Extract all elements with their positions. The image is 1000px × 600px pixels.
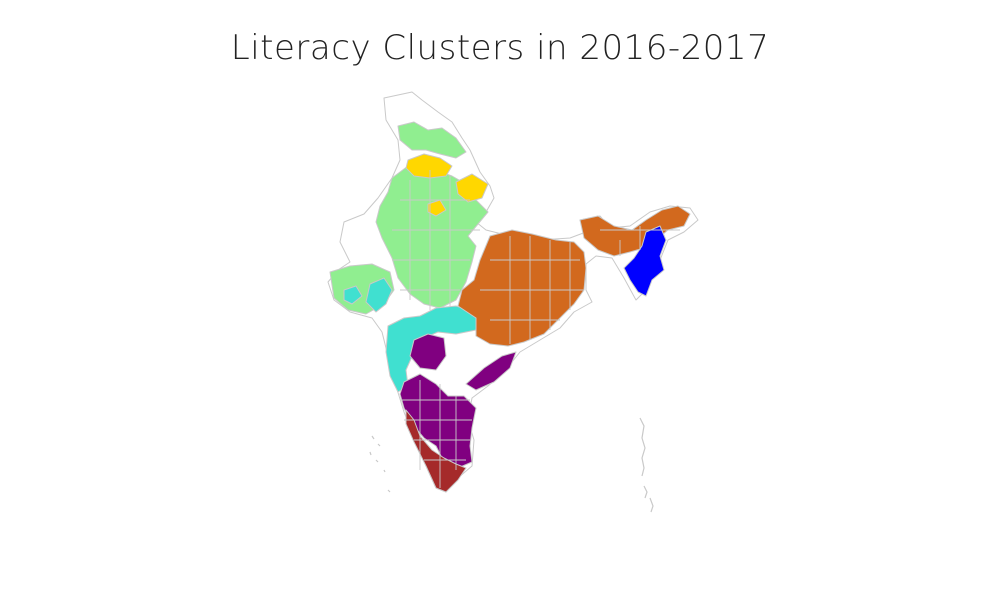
cluster-region-turquoise-3 <box>385 305 477 393</box>
cluster-region-purple-2 <box>465 351 517 391</box>
cluster-region-turquoise-2 <box>343 285 363 305</box>
cluster-region-brown-1 <box>405 409 467 493</box>
cluster-region-gold-2 <box>455 173 489 203</box>
cluster-region-turquoise-1 <box>365 277 393 313</box>
cluster-region-chocolate-2 <box>579 205 691 257</box>
cluster-region-gold-3 <box>427 199 447 217</box>
cluster-region-purple-1 <box>409 333 447 371</box>
cluster-region-gold-1 <box>405 153 453 179</box>
cluster-region-blue-1 <box>623 225 667 297</box>
islands <box>369 417 654 513</box>
map-title: Literacy Clusters in 2016-2017 <box>230 28 770 68</box>
cluster-region-chocolate-1 <box>457 229 587 347</box>
cluster-region-light-green-1 <box>397 121 467 159</box>
district-boundaries <box>392 170 680 488</box>
